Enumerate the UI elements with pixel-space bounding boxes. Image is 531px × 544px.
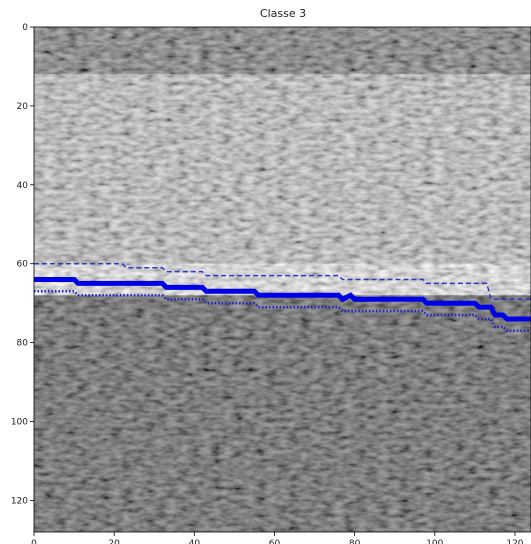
- speckle-texture: [34, 27, 531, 532]
- y-tick-label-20: 20: [17, 102, 29, 112]
- y-tick-label-120: 120: [11, 496, 28, 506]
- x-tick-label-0: 0: [31, 539, 37, 544]
- y-axis: 0 20 40 60 80 100 120: [11, 23, 34, 506]
- x-tick-label-80: 80: [349, 539, 361, 544]
- x-tick-label-20: 20: [108, 539, 120, 544]
- y-tick-label-60: 60: [17, 260, 29, 270]
- chart-title: Classe 3: [260, 7, 306, 20]
- x-tick-label-100: 100: [426, 539, 443, 544]
- x-axis: 0 20 40 60 80 100 120: [31, 532, 524, 544]
- y-tick-label-100: 100: [11, 418, 28, 428]
- y-tick-label-0: 0: [22, 23, 28, 33]
- plot-area: [34, 27, 531, 532]
- x-tick-label-60: 60: [269, 539, 281, 544]
- x-tick-label-40: 40: [189, 539, 201, 544]
- boundary-lines: [34, 262, 531, 333]
- series-line-1-solid-thick: [34, 277, 531, 322]
- y-tick-label-80: 80: [17, 339, 29, 349]
- series-line-2-dotted: [34, 290, 531, 333]
- y-tick-label-40: 40: [17, 181, 29, 191]
- x-tick-label-120: 120: [506, 539, 523, 544]
- series-line-0-dashed: [34, 262, 531, 300]
- plot-frame: [33, 26, 531, 533]
